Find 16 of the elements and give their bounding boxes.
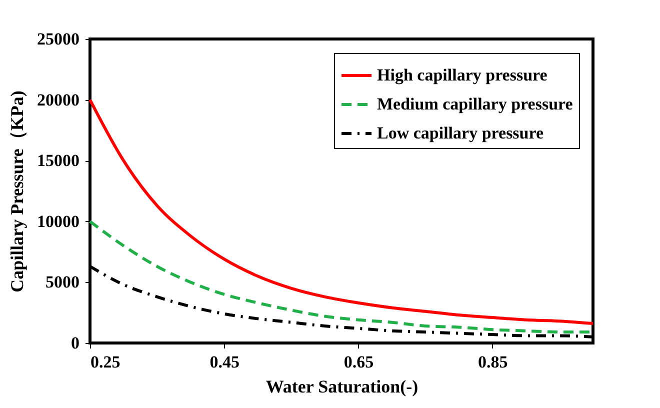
x-tick-label: 0.25: [90, 352, 120, 372]
y-tick-label: 15000: [37, 151, 80, 170]
y-tick-label: 5000: [46, 272, 80, 292]
y-tick-label: 0: [71, 334, 80, 352]
x-tick-label: 0.65: [344, 352, 374, 372]
x-tick-label: 0.85: [478, 352, 508, 372]
y-tick-label: 25000: [37, 30, 80, 48]
x-axis-title: Water Saturation(-): [266, 376, 418, 396]
y-tick-label: 10000: [37, 212, 80, 231]
legend-label: Low capillary pressure: [377, 124, 544, 142]
line-series: [88, 98, 594, 326]
x-tick-label: 0.45: [210, 352, 240, 372]
y-tick-label: 20000: [37, 90, 80, 110]
legend-label: Medium capillary pressure: [377, 94, 574, 114]
legend-label: High capillary pressure: [377, 66, 548, 84]
y-axis-title: Capillary Pressure（KPa): [7, 90, 27, 292]
